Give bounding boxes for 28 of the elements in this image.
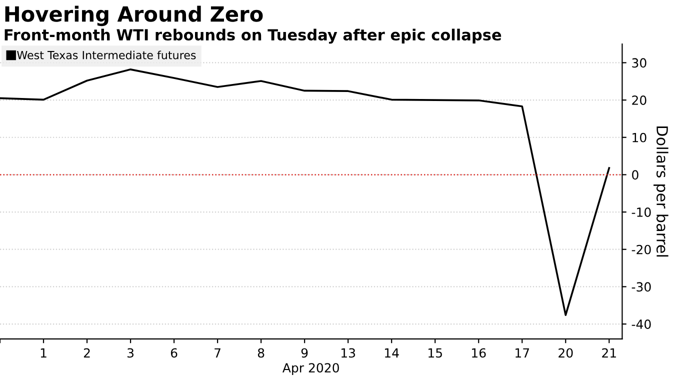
x-tick-label: 13	[342, 348, 356, 358]
y-axis-title: Dollars per barrel	[654, 126, 668, 257]
x-tick-label: 8	[258, 348, 264, 358]
x-tick-label: 7	[214, 348, 220, 358]
x-axis-title: Apr 2020	[282, 363, 339, 375]
x-tick-label: 6	[170, 348, 178, 358]
y-tick-label: -40	[632, 319, 651, 329]
x-tick-label: 14	[385, 348, 399, 358]
chart-subtitle: Front-month WTI rebounds on Tuesday after epic collapse	[4, 28, 502, 44]
y-tick-label: 10	[632, 132, 646, 142]
legend-label: West Texas Intermediate futures	[17, 50, 196, 60]
y-tick-label: 20	[632, 96, 646, 105]
y-tick-label: -30	[632, 282, 651, 292]
x-tick-label: 16	[472, 348, 486, 358]
y-tick-label: -10	[632, 208, 651, 217]
y-tick-label: 0	[632, 170, 638, 180]
x-tick-label: 17	[516, 348, 530, 358]
x-tick-label: 15	[428, 348, 442, 358]
x-tick-label: 20	[558, 348, 573, 358]
y-tick-label: -20	[632, 244, 651, 254]
x-tick-label: 2	[84, 348, 90, 358]
chart-title: Hovering Around Zero	[5, 6, 263, 26]
x-tick-label: 3	[128, 348, 134, 358]
line-series	[0, 68, 610, 316]
x-tick-label: 21	[602, 348, 616, 358]
y-tick-label: 30	[632, 58, 646, 68]
x-tick-label: 9	[301, 348, 308, 358]
x-tick-label: 1	[40, 348, 46, 358]
